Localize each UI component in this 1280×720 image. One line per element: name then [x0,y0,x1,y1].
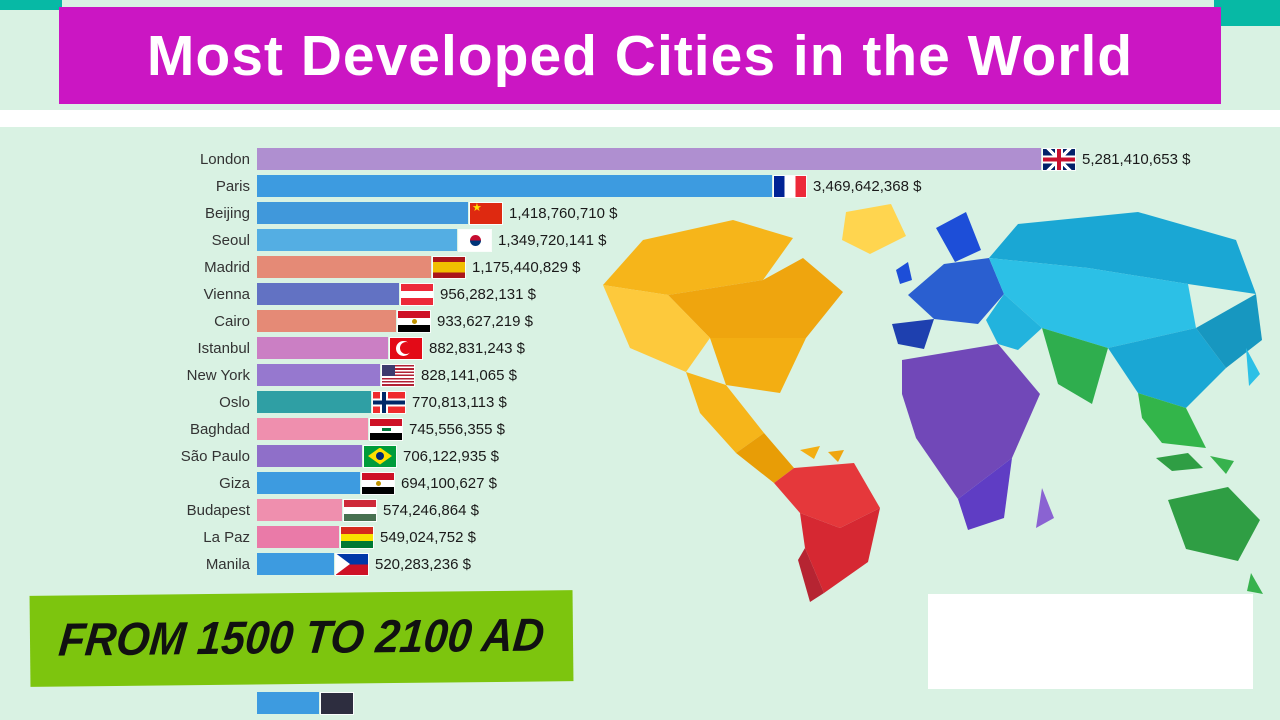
flag-spain-icon [433,256,465,278]
bar-value: 520,283,236 $ [375,555,471,573]
flag-turkey-icon [390,337,422,359]
chart-row: New York 828,141,065 $ [0,364,1190,386]
bar [257,202,468,224]
flag-egypt-icon [398,310,430,332]
bar [257,310,396,332]
bar [257,229,457,251]
bar [257,472,360,494]
year-box [928,594,1253,689]
chart-row: Baghdad 745,556,355 $ [0,418,1190,440]
chart-row: London 5,281,410,653 $ [0,148,1190,170]
bar-label: Seoul [211,231,250,249]
world-map-graphic [603,204,1263,602]
flag-south-korea-icon [459,229,491,251]
bar-label: Baghdad [189,420,250,438]
bar-label: Manila [205,555,250,573]
chart-row-partial [257,692,353,714]
bar-value: 694,100,627 $ [401,474,497,492]
bar-label: La Paz [203,528,250,546]
chart-row: São Paulo 706,122,935 $ [0,445,1190,467]
divider-strip [0,110,1280,127]
bar [257,553,334,575]
title-banner: Most Developed Cities in the World [59,7,1221,104]
bar-value: 1,418,760,710 $ [509,204,618,222]
bar [257,391,371,413]
bar-label: Cairo [214,312,250,330]
partial-bar [257,692,319,714]
bar [257,337,388,359]
flag-hungary-icon [344,499,376,521]
bar [257,418,368,440]
flag-brazil-icon [364,445,396,467]
chart-row: Oslo 770,813,113 $ [0,391,1190,413]
bar-value: 574,246,864 $ [383,501,479,519]
corner-accent-left [0,0,62,10]
bar-value: 770,813,113 $ [412,393,507,411]
flag-iraq-icon [370,418,402,440]
bar-label: São Paulo [180,447,250,465]
bar-label: London [199,150,250,168]
bar [257,256,431,278]
page-title: Most Developed Cities in the World [146,23,1134,88]
bar-value: 933,627,219 $ [437,312,533,330]
bar [257,283,399,305]
bar-value: 706,122,935 $ [403,447,499,465]
era-banner-text: FROM 1500 TO 2100 AD [56,609,547,667]
bar-label: Madrid [204,258,250,276]
chart-row: Budapest 574,246,864 $ [0,499,1190,521]
bar-label: Istanbul [197,339,250,357]
bar [257,148,1041,170]
bar [257,445,362,467]
flag-egypt-icon [362,472,394,494]
flag-philippines-icon [336,553,368,575]
flag-norway-icon [373,391,405,413]
chart-row: Istanbul 882,831,243 $ [0,337,1190,359]
bar-value: 1,175,440,829 $ [472,258,581,276]
chart-row: Giza 694,100,627 $ [0,472,1190,494]
chart-row: Cairo 933,627,219 $ [0,310,1190,332]
chart-row: Beijing 1,418,760,710 $ [0,202,1190,224]
flag-bolivia-icon [341,526,373,548]
bar-label: Giza [219,474,250,492]
bar-value: 882,831,243 $ [429,339,525,357]
bar-value: 5,281,410,653 $ [1082,150,1191,168]
chart-row: Paris 3,469,642,368 $ [0,175,1190,197]
chart-row: Vienna 956,282,131 $ [0,283,1190,305]
flag-united-states-icon [382,364,414,386]
flag-china-icon [470,202,502,224]
bar-value: 828,141,065 $ [421,366,517,384]
flag-france-icon [774,175,806,197]
bar-value: 745,556,355 $ [409,420,505,438]
era-banner: FROM 1500 TO 2100 AD [29,590,574,687]
chart-row: La Paz 549,024,752 $ [0,526,1190,548]
bar [257,499,342,521]
bar-label: Paris [215,177,250,195]
bar-label: Beijing [204,204,250,222]
bar-value: 956,282,131 $ [440,285,536,303]
world-map [548,200,1272,610]
bar-chart: London 5,281,410,653 $ Paris 3,469,642,368 … [0,148,1190,580]
bar-value: 3,469,642,368 $ [813,177,922,195]
bar-label: Vienna [203,285,250,303]
bar-value: 549,024,752 $ [380,528,476,546]
bar-label: New York [186,366,250,384]
bar-value: 1,349,720,141 $ [498,231,607,249]
chart-row: Madrid 1,175,440,829 $ [0,256,1190,278]
flag-united-kingdom-icon [1043,148,1075,170]
chart-row: Manila 520,283,236 $ [0,553,1190,575]
bar [257,175,772,197]
bar [257,526,339,548]
flag-austria-icon [401,283,433,305]
bar [257,364,380,386]
partial-flag-icon [321,692,353,714]
bar-label: Oslo [219,393,250,411]
chart-row: Seoul 1,349,720,141 $ [0,229,1190,251]
bar-label: Budapest [186,501,250,519]
corner-accent-right [1214,0,1280,26]
